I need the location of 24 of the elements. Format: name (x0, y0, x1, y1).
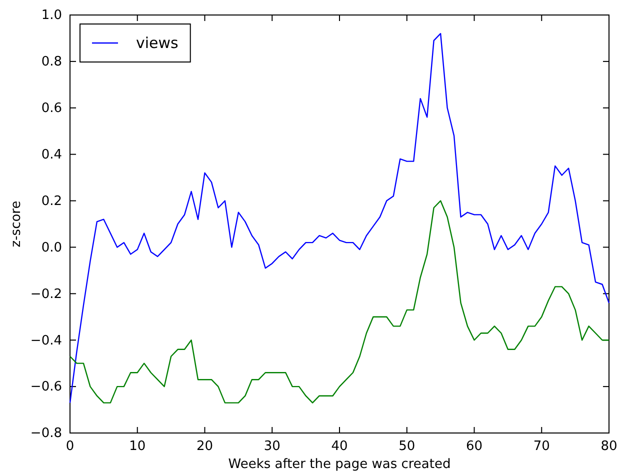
x-axis-title: Weeks after the page was created (228, 457, 451, 472)
y-tick-label: 0.6 (41, 101, 62, 116)
y-tick-label: 0.0 (41, 240, 62, 256)
x-tick-label: 0 (66, 439, 74, 454)
y-tick-label: 0.8 (41, 54, 62, 70)
y-axis-title: z-score (9, 200, 24, 248)
line-series (69, 32, 610, 404)
y-tick-label: 0.4 (41, 147, 62, 162)
x-tick-label: 10 (129, 439, 146, 454)
y-tick-label: 0.2 (41, 194, 62, 209)
x-tick-label: 40 (331, 439, 348, 454)
x-tick-label: 70 (533, 439, 550, 454)
x-tick-label: 80 (600, 439, 617, 454)
y-tick-label: −0.6 (30, 380, 62, 395)
x-tick-label: 20 (196, 439, 214, 454)
line-series (69, 200, 610, 404)
y-tick-label: −0.8 (30, 426, 62, 442)
y-tick-label: 1.0 (41, 8, 62, 24)
y-tick-label: −0.2 (30, 286, 62, 302)
x-tick-label: 60 (466, 439, 483, 454)
x-tick-label: 50 (398, 439, 416, 454)
y-tick-label: −0.4 (30, 333, 62, 348)
legend-label: views (136, 34, 179, 52)
x-tick-label: 30 (264, 439, 280, 454)
